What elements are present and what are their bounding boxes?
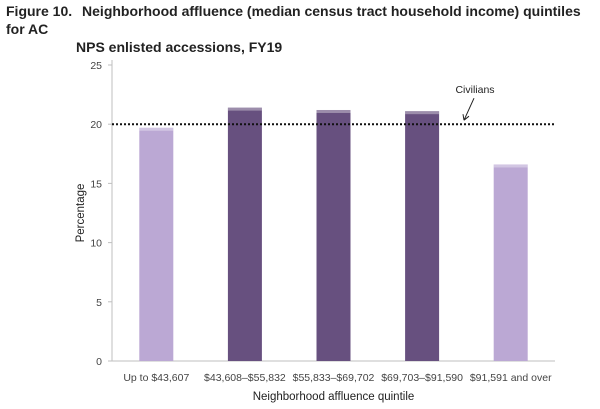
bar-top-highlight (405, 111, 440, 115)
civilians-arrow-icon (462, 97, 475, 121)
y-axis-ticks: 0 5 10 15 20 25 (90, 60, 112, 368)
bar (139, 127, 174, 361)
figure-title: Figure 10. Neighborhood affluence (media… (6, 2, 596, 56)
x-tick-label: $69,703–$91,590 (381, 372, 463, 384)
civilians-label: Civilians (455, 84, 494, 96)
y-tick-label: 5 (96, 297, 102, 309)
x-tick-label: $55,833–$69,702 (293, 372, 375, 384)
figure-title-text: Neighborhood affluence (median census tr… (6, 3, 581, 37)
y-axis-title: Percentage (75, 184, 87, 243)
bar-top-highlight (139, 127, 174, 131)
x-axis-title: Neighborhood affluence quintile (253, 391, 415, 403)
figure-label: Figure 10. (6, 3, 73, 19)
bar (227, 107, 262, 362)
x-axis-ticks: Up to $43,607 $43,608–$55,832 $55,833–$69,… (123, 372, 552, 384)
bar (493, 164, 528, 361)
bar-top-highlight (227, 107, 262, 111)
x-tick-label: Up to $43,607 (123, 372, 189, 384)
y-tick-label: 15 (90, 178, 102, 190)
y-tick-label: 25 (90, 60, 102, 72)
x-tick-label: $43,608–$55,832 (204, 372, 286, 384)
bar-top-highlight (493, 164, 528, 168)
bars (139, 107, 528, 362)
figure-title-line-1: Figure 10. Neighborhood affluence (media… (6, 2, 596, 38)
bar (316, 109, 351, 361)
bar (405, 111, 440, 362)
y-tick-label: 0 (96, 356, 102, 368)
bar-top-highlight (316, 109, 351, 113)
x-tick-label: $91,591 and over (470, 372, 552, 384)
figure-title-line-2: NPS enlisted accessions, FY19 (76, 39, 283, 55)
y-tick-label: 20 (90, 119, 102, 131)
y-tick-label: 10 (90, 238, 102, 250)
